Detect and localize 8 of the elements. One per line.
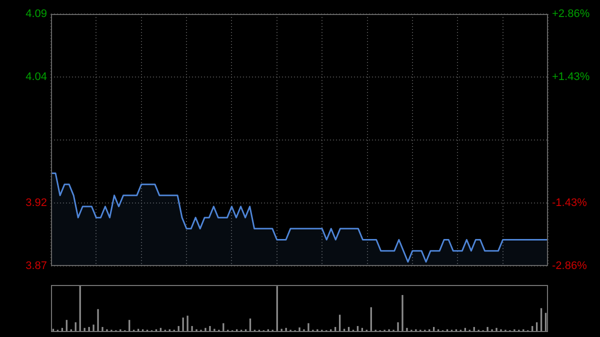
y2-tick-label: +1.43% xyxy=(552,71,590,84)
y-tick-label: 4.09 xyxy=(26,8,47,20)
y-tick-label: 3.92 xyxy=(26,197,47,210)
y2-tick-label: -2.86% xyxy=(552,260,588,272)
y2-tick-label: -1.43% xyxy=(552,197,588,210)
y-tick-label: 3.87 xyxy=(26,260,47,272)
y2-tick-label: +2.86% xyxy=(552,8,590,20)
y-tick-label: 4.04 xyxy=(26,70,47,83)
